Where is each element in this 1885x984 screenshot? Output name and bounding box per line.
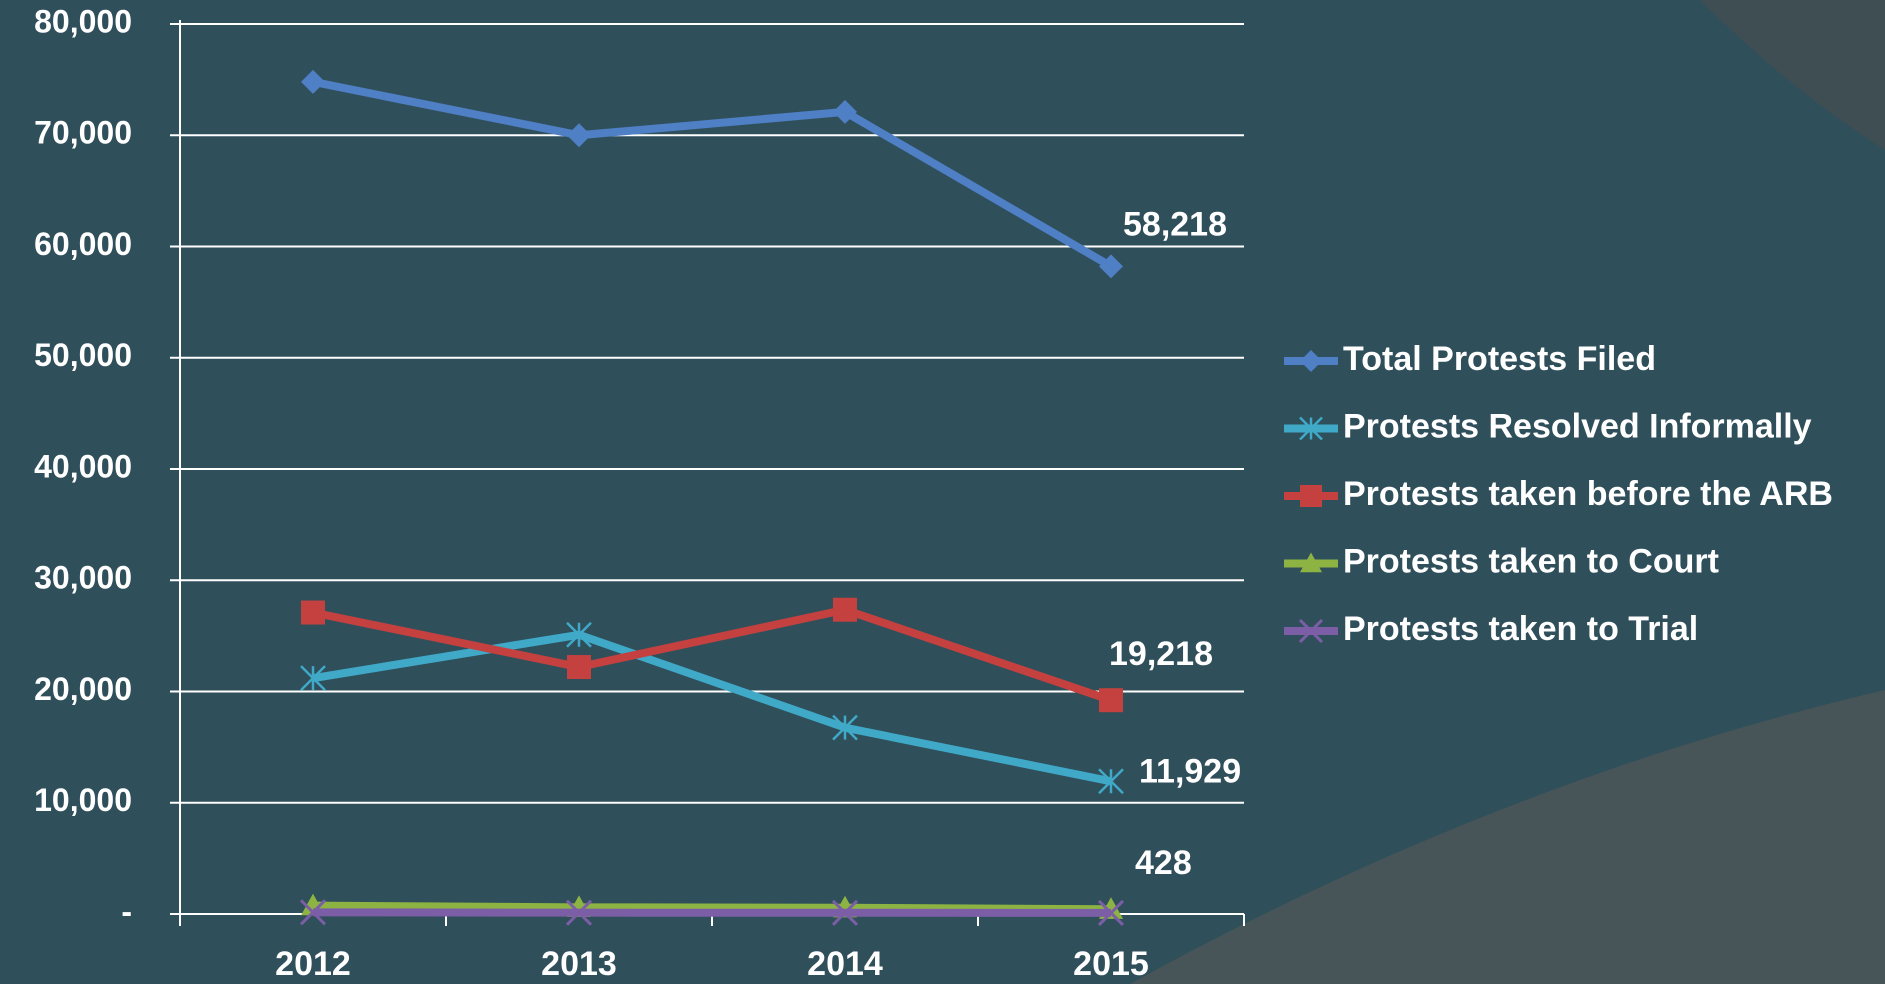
marker: [831, 899, 859, 926]
legend-label: Protests taken before the ARB: [1343, 475, 1833, 513]
marker: [300, 665, 326, 692]
y-tick-label: 60,000: [34, 226, 132, 262]
marker: [1300, 552, 1322, 573]
marker: [567, 123, 591, 148]
data-label: 58,218: [1123, 205, 1227, 243]
x-tick-label: 2013: [541, 945, 617, 983]
x-tick-label: 2015: [1073, 945, 1149, 983]
x-tick-label: 2014: [807, 945, 883, 983]
y-tick-label: 30,000: [34, 560, 132, 596]
marker: [299, 899, 327, 926]
background-shape: [1130, 690, 1885, 984]
marker: [1300, 485, 1322, 507]
series-line: [312, 908, 1112, 917]
y-tick-label: 70,000: [34, 115, 132, 151]
marker: [1097, 899, 1125, 926]
marker: [567, 655, 591, 680]
marker: [566, 621, 592, 648]
marker: [301, 69, 325, 94]
x-tick-label: 2012: [275, 945, 351, 983]
series-line: [312, 630, 1112, 786]
marker: [832, 714, 858, 741]
data-label: 19,218: [1109, 635, 1213, 673]
marker: [301, 600, 325, 625]
y-tick-label: 10,000: [34, 782, 132, 818]
y-tick-label: 40,000: [34, 448, 132, 484]
y-tick-label: 50,000: [34, 337, 132, 373]
marker: [1299, 416, 1323, 441]
marker: [833, 99, 857, 124]
background-shape: [1700, 0, 1885, 150]
marker: [1298, 618, 1324, 644]
y-tick-label: 80,000: [34, 3, 132, 39]
marker: [1098, 768, 1124, 795]
legend-label: Protests Resolved Informally: [1343, 407, 1812, 445]
series-line: [312, 77, 1114, 270]
data-label: 428: [1135, 844, 1192, 882]
marker: [833, 597, 857, 622]
legend-label: Protests taken to Trial: [1343, 610, 1698, 648]
y-tick-label: 20,000: [34, 671, 132, 707]
marker: [565, 899, 593, 926]
y-tick-label: -: [121, 893, 132, 929]
series-line: [312, 901, 1112, 914]
legend-label: Protests taken to Court: [1343, 542, 1719, 580]
data-label: 11,929: [1139, 752, 1241, 790]
marker: [1099, 688, 1123, 713]
marker: [1300, 350, 1322, 372]
legend-label: Total Protests Filed: [1343, 340, 1656, 378]
marker: [1099, 254, 1123, 279]
series-line: [312, 605, 1113, 704]
